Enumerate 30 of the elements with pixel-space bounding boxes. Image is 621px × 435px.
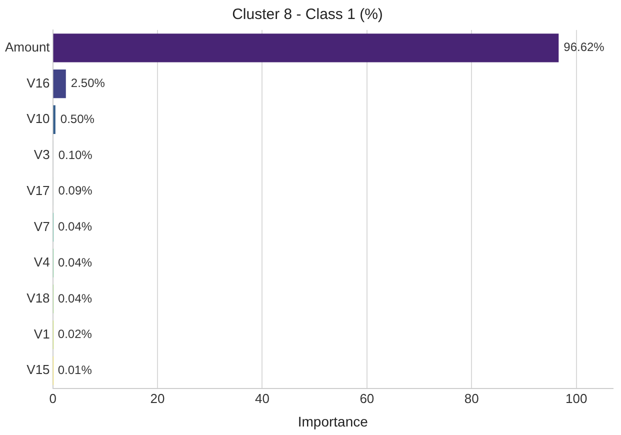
data-label: 96.62% xyxy=(564,40,605,54)
bar xyxy=(53,34,559,62)
data-label: 0.04% xyxy=(58,291,92,306)
y-tick-label: V1 xyxy=(34,326,50,342)
bar xyxy=(53,69,66,98)
chart-title: Cluster 8 - Class 1 (%) xyxy=(232,6,383,24)
y-tick-label: V3 xyxy=(34,147,50,162)
x-tick-label: 40 xyxy=(254,390,270,406)
y-tick-label: V10 xyxy=(26,111,50,126)
y-tick-label: V17 xyxy=(26,182,50,198)
data-label: 0.10% xyxy=(58,148,93,162)
y-tick-label: V7 xyxy=(34,218,50,234)
x-tick-label: 60 xyxy=(360,390,374,406)
data-label: 0.04% xyxy=(58,220,92,234)
data-label: 0.01% xyxy=(58,362,92,377)
x-axis-title: Importance xyxy=(298,413,368,430)
data-label: 2.50% xyxy=(70,76,106,90)
x-tick-label: 80 xyxy=(464,390,479,406)
y-tick-label: V16 xyxy=(26,75,50,90)
data-label: 0.02% xyxy=(58,327,92,342)
data-label: 0.50% xyxy=(60,112,95,126)
x-tick-label: 20 xyxy=(150,390,165,406)
x-tick-label: 100 xyxy=(566,390,588,406)
y-tick-label: V4 xyxy=(34,254,50,270)
x-tick-label: 0 xyxy=(49,390,56,406)
y-tick-label: V15 xyxy=(26,362,50,378)
data-label: 0.09% xyxy=(58,184,93,198)
data-label: 0.04% xyxy=(58,255,92,270)
y-tick-label: V18 xyxy=(26,290,50,306)
y-tick-label: Amount xyxy=(4,40,50,55)
